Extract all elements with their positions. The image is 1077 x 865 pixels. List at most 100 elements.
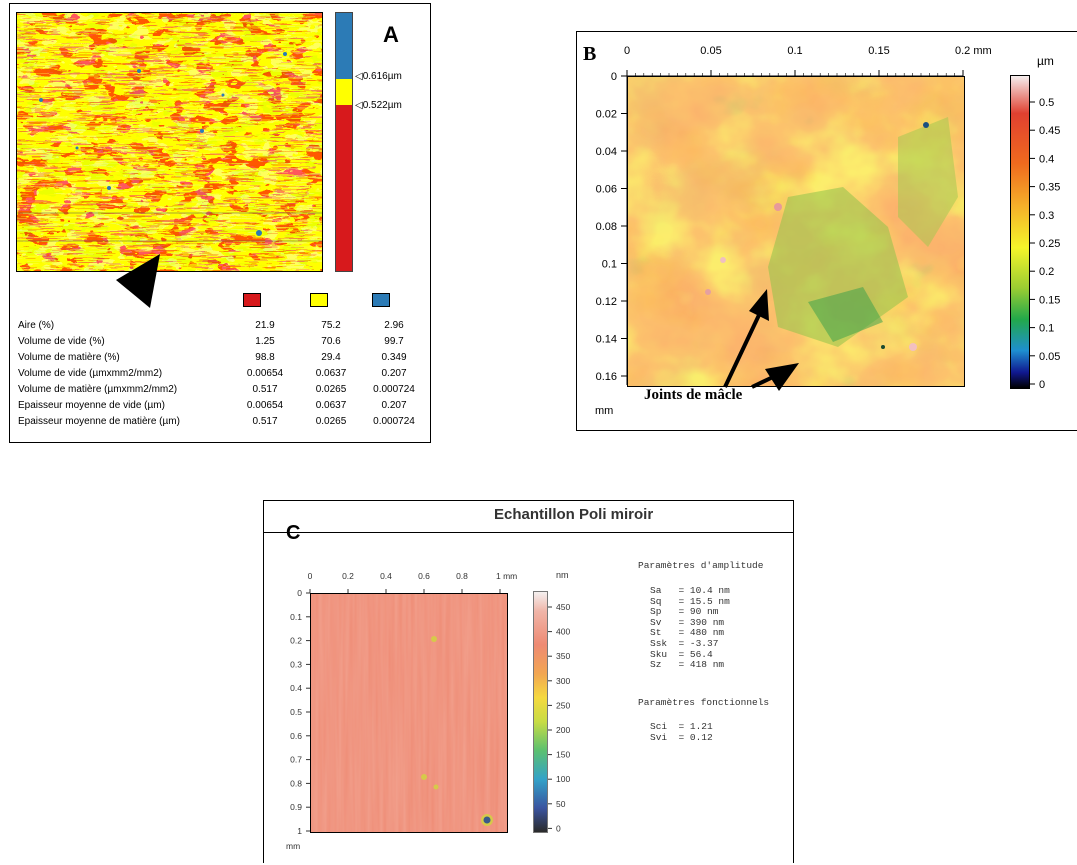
scale-tick-label: 300 <box>556 676 570 686</box>
scale-tick-label: 0 <box>556 823 561 833</box>
table-row: Volume de vide (%) 1.25 70.6 99.7 <box>18 333 424 349</box>
table-row: Epaisseur moyenne de vide (µm) 0.00654 0.0… <box>18 397 424 413</box>
y-tick-label: 0.9 <box>290 802 302 812</box>
row-value: 21.9 <box>255 319 275 331</box>
table-row: Volume de matière (µmxmm2/mm2) 0.517 0.026… <box>18 381 424 397</box>
y-tick-label: 0 <box>297 588 302 598</box>
scale-tick-label: 0.2 <box>1039 266 1054 278</box>
height-colorbar-b <box>1010 75 1030 389</box>
swatch-red <box>243 293 261 307</box>
x-tick-label: 0.8 <box>456 571 468 581</box>
axes-b: 0 0.05 0.1 0.15 0.2 mm 0 0.02 0.04 0.06 0.08 0.1 0.… <box>595 45 1060 417</box>
row-value: 0.349 <box>381 351 407 363</box>
threshold-lower-label: ◁0.522µm <box>355 100 402 111</box>
row-value: 0.00654 <box>246 367 284 379</box>
parameter-line: Svi = 0.12 <box>650 731 713 743</box>
scale-tick-label: 50 <box>556 799 566 809</box>
threshold-upper-label: ◁0.616µm <box>355 71 402 82</box>
x-tick-label: 0.2 mm <box>955 45 992 57</box>
scale-tick-label: 0.5 <box>1039 97 1054 109</box>
row-value: 0.0637 <box>315 367 347 379</box>
swatch-blue <box>372 293 390 307</box>
y-tick-label: 0.1 <box>602 259 617 271</box>
table-row: Aire (%) 21.9 75.2 2.96 <box>18 317 424 333</box>
y-tick-label: 0 <box>611 71 617 83</box>
row-value: 70.6 <box>321 335 341 347</box>
scale-tick-label: 100 <box>556 774 570 784</box>
threshold-map-a <box>16 12 323 272</box>
row-label: Epaisseur moyenne de matière (µm) <box>18 415 180 427</box>
height-map-c <box>310 593 508 833</box>
params-functional-list: Sci = 1.21 Svi = 0.12 <box>650 721 713 743</box>
table-row: Epaisseur moyenne de matière (µm) 0.517 0.… <box>18 413 424 429</box>
row-value: 75.2 <box>321 319 341 331</box>
table-row: Volume de matière (%) 98.8 29.4 0.349 <box>18 349 424 365</box>
y-unit-label: mm <box>286 841 300 851</box>
row-value: 1.25 <box>255 335 275 347</box>
scale-tick-label: 0.4 <box>1039 153 1054 165</box>
y-tick-label: 0.06 <box>596 184 617 196</box>
x-tick-label: 0 <box>624 45 630 57</box>
row-value: 0.000724 <box>373 415 415 427</box>
panel-b-letter: B <box>583 43 597 65</box>
parameter-line: Sku = 56.4 <box>650 648 713 660</box>
row-value: 0.00654 <box>246 399 284 411</box>
parameter-line: Ssk = -3.37 <box>650 637 719 649</box>
row-label: Aire (%) <box>18 319 55 331</box>
row-value: 0.0265 <box>315 415 347 427</box>
scale-tick-label: 0.05 <box>1039 351 1060 363</box>
params-functional-title: Paramètres fonctionnels <box>638 697 770 708</box>
y-tick-label: 0.04 <box>596 146 617 158</box>
scale-tick-label: 150 <box>556 750 570 760</box>
panel-c-title-rule <box>264 532 793 533</box>
panel-c: Echantillon Poli miroir C 0 0.2 0.4 0.6 0.8 1… <box>263 500 794 863</box>
x-tick-label: 0.05 <box>700 45 721 57</box>
y-unit-label: mm <box>595 405 613 417</box>
scale-unit-b: µm <box>1037 54 1054 68</box>
parameter-line: Sp = 90 nm <box>650 606 719 618</box>
row-value: 29.4 <box>321 351 341 363</box>
y-tick-label: 0.5 <box>290 707 302 717</box>
y-tick-label: 1 <box>297 826 302 836</box>
row-label: Volume de matière (µmxmm2/mm2) <box>18 383 178 395</box>
params-amplitude-list: Sa = 10.4 nm Sq = 15.5 nm Sp = 90 nm Sv = 3… <box>650 585 730 671</box>
x-tick-label: 0.15 <box>868 45 889 57</box>
scale-tick-label: 0.25 <box>1039 238 1060 250</box>
row-value: 0.517 <box>252 383 278 395</box>
scale-tick-label: 350 <box>556 651 570 661</box>
row-value: 99.7 <box>384 335 404 347</box>
y-tick-label: 0.4 <box>290 683 302 693</box>
x-tick-label: 1 mm <box>496 571 517 581</box>
panel-c-title: Echantillon Poli miroir <box>494 506 654 523</box>
threshold-colorbar <box>335 12 353 272</box>
panel-c-letter: C <box>286 522 301 544</box>
row-value: 0.207 <box>381 367 407 379</box>
scale-tick-label: 0.15 <box>1039 294 1060 306</box>
y-tick-label: 0.2 <box>290 636 302 646</box>
row-value: 0.000724 <box>373 383 415 395</box>
row-value: 0.0637 <box>315 399 347 411</box>
x-tick-label: 0.1 <box>787 45 802 57</box>
scale-tick-label: 0.3 <box>1039 210 1054 222</box>
scale-unit-c: nm <box>556 570 569 580</box>
row-label: Epaisseur moyenne de vide (µm) <box>18 399 165 411</box>
scale-tick-label: 250 <box>556 700 570 710</box>
swatch-yellow <box>310 293 328 307</box>
scale-tick-label: 400 <box>556 627 570 637</box>
height-colorbar-c <box>533 591 548 833</box>
parameter-line: St = 480 nm <box>650 627 725 639</box>
statistics-table-a: Aire (%) 21.9 75.2 2.96 Volume de vide (%) 1.… <box>18 317 424 429</box>
scale-tick-label: 0.1 <box>1039 323 1054 335</box>
panel-b: B <box>576 31 1077 431</box>
scale-tick-label: 0.45 <box>1039 125 1060 137</box>
y-tick-label: 0.1 <box>290 612 302 622</box>
axes-c: 0 0.2 0.4 0.6 0.8 1 mm 0 0.1 0.2 0.3 0.4 0.5 0.6 0.7 0… <box>286 571 570 851</box>
scale-tick-label: 0 <box>1039 379 1045 391</box>
annotation-joints: Joints de mâcle <box>644 387 743 403</box>
y-tick-label: 0.12 <box>596 296 617 308</box>
row-value: 0.0265 <box>315 383 347 395</box>
row-value: 98.8 <box>255 351 275 363</box>
parameter-line: Sci = 1.21 <box>650 721 713 732</box>
row-value: 2.96 <box>384 319 404 331</box>
y-tick-label: 0.14 <box>596 334 617 346</box>
